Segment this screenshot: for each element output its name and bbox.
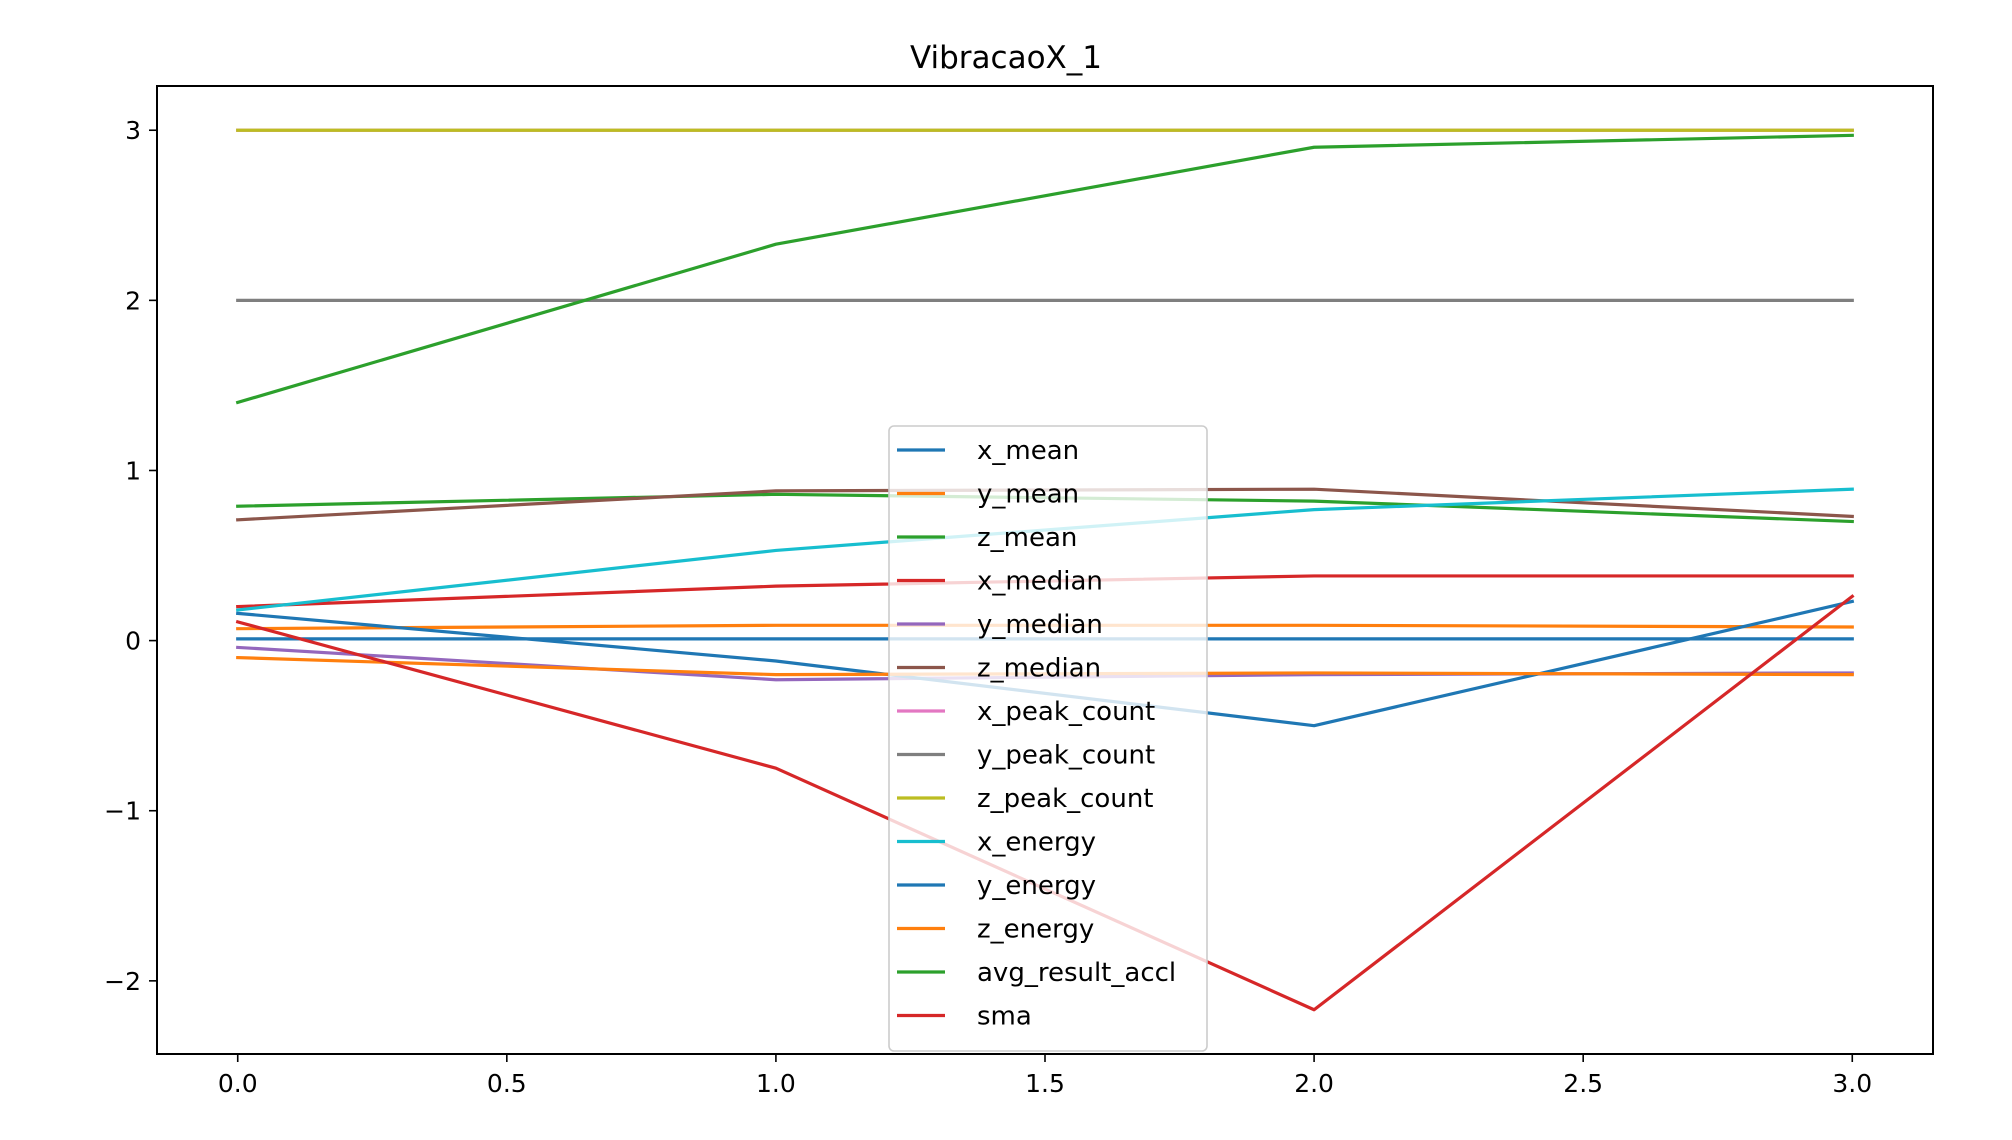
y-tick-label: 1 <box>125 456 141 485</box>
y-tick-label: 3 <box>125 116 141 145</box>
legend-label-sma: sma <box>977 1002 1032 1032</box>
legend-box <box>888 425 1208 1052</box>
x-tick-label: 0.0 <box>218 1069 258 1098</box>
legend-label-y-median: y_median <box>977 610 1103 640</box>
x-tick-label: 3.0 <box>1832 1069 1872 1098</box>
legend-label-y-mean: y_mean <box>977 480 1079 510</box>
x-tick-label: 1.5 <box>1025 1069 1065 1098</box>
legend-label-y-energy: y_energy <box>977 871 1096 901</box>
x-tick-label: 1.0 <box>756 1069 796 1098</box>
legend-label-x-energy: x_energy <box>977 828 1096 858</box>
legend-label-x-mean: x_mean <box>977 436 1079 466</box>
legend: x_mean y_mean z_mean x_median y_median z_medi… <box>888 425 1208 1052</box>
x-tick-label: 2.0 <box>1294 1069 1334 1098</box>
y-tick-label: 2 <box>125 286 141 315</box>
legend-label-z-peak-count: z_peak_count <box>977 784 1154 814</box>
legend-label-z-energy: z_energy <box>977 915 1094 945</box>
legend-label-z-median: z_median <box>977 654 1101 684</box>
x-tick-label: 2.5 <box>1563 1069 1603 1098</box>
legend-label-avg-result-accl: avg_result_accl <box>977 958 1176 988</box>
series-line-avg-result-accl <box>235 133 1854 405</box>
legend-label-y-peak-count: y_peak_count <box>977 741 1155 771</box>
y-tick-label: −1 <box>104 797 141 826</box>
chart-title: VibracaoX_1 <box>910 40 1102 76</box>
legend-label-x-peak-count: x_peak_count <box>977 697 1155 727</box>
x-tick-label: 0.5 <box>487 1069 527 1098</box>
y-tick-label: −2 <box>104 967 141 996</box>
y-tick-label: 0 <box>125 627 141 656</box>
legend-label-z-mean: z_mean <box>977 523 1077 553</box>
legend-label-x-median: x_median <box>977 567 1103 597</box>
